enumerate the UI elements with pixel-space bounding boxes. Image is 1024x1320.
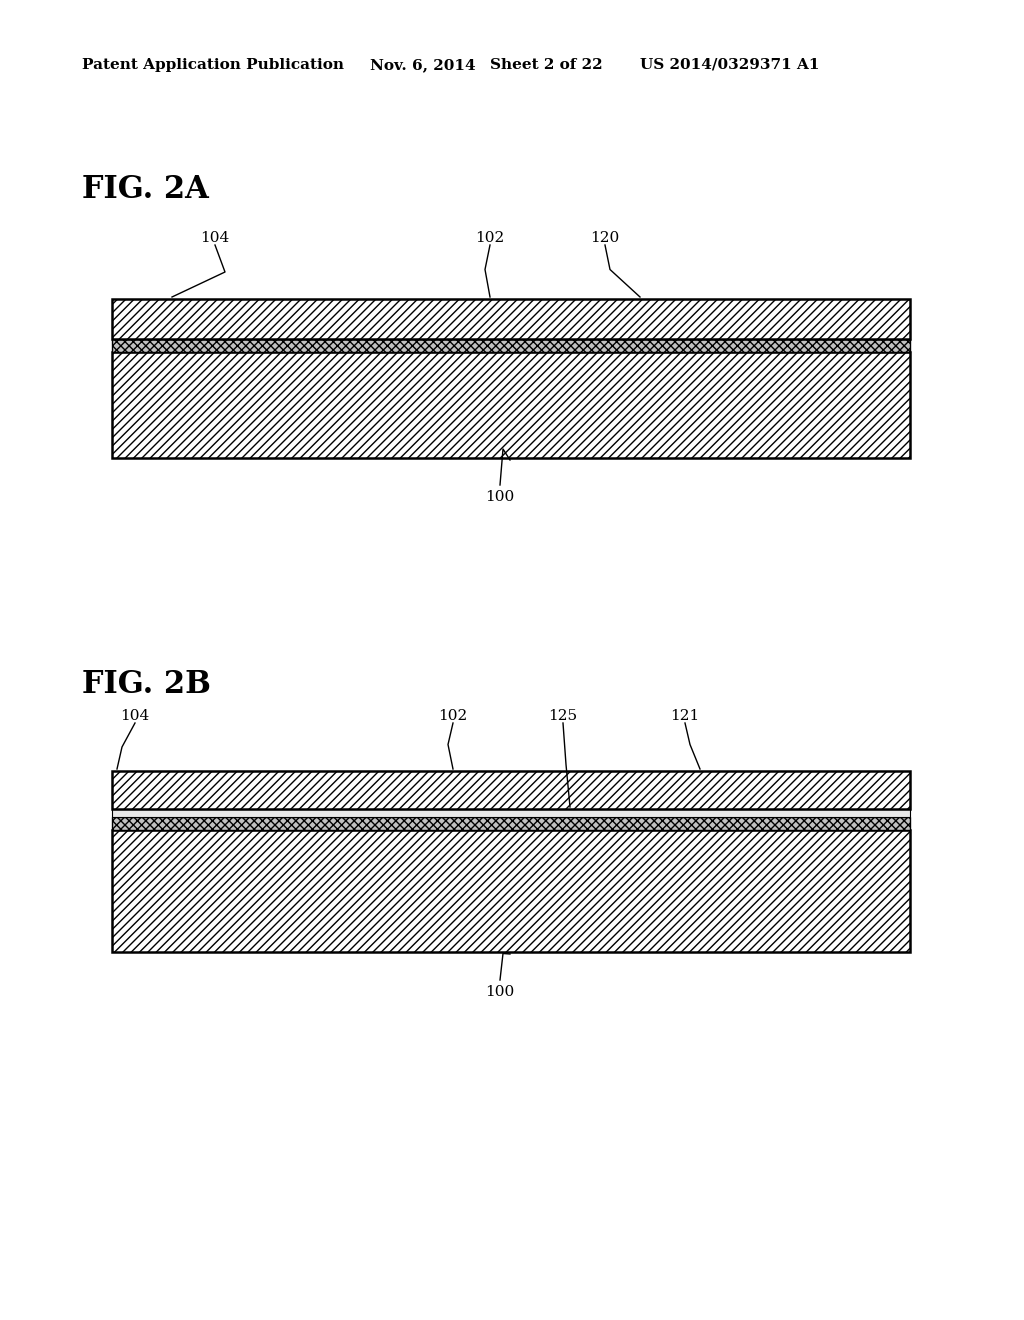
Text: Patent Application Publication: Patent Application Publication xyxy=(82,58,344,73)
Text: 100: 100 xyxy=(485,490,515,504)
Text: 102: 102 xyxy=(475,231,505,246)
Text: Sheet 2 of 22: Sheet 2 of 22 xyxy=(490,58,603,73)
Bar xyxy=(112,771,910,809)
Text: 121: 121 xyxy=(671,709,699,723)
Bar xyxy=(112,830,910,952)
Text: FIG. 2B: FIG. 2B xyxy=(82,669,211,700)
Text: 125: 125 xyxy=(549,709,578,723)
Text: Nov. 6, 2014: Nov. 6, 2014 xyxy=(370,58,475,73)
Bar xyxy=(112,817,910,830)
Bar xyxy=(112,300,910,339)
Text: 100: 100 xyxy=(485,985,515,999)
Text: 102: 102 xyxy=(438,709,468,723)
Bar xyxy=(112,339,910,352)
Text: FIG. 2A: FIG. 2A xyxy=(82,174,209,205)
Bar xyxy=(112,352,910,458)
Text: 104: 104 xyxy=(120,709,150,723)
Bar xyxy=(112,809,910,817)
Text: US 2014/0329371 A1: US 2014/0329371 A1 xyxy=(640,58,819,73)
Text: 120: 120 xyxy=(591,231,620,246)
Text: 104: 104 xyxy=(201,231,229,246)
